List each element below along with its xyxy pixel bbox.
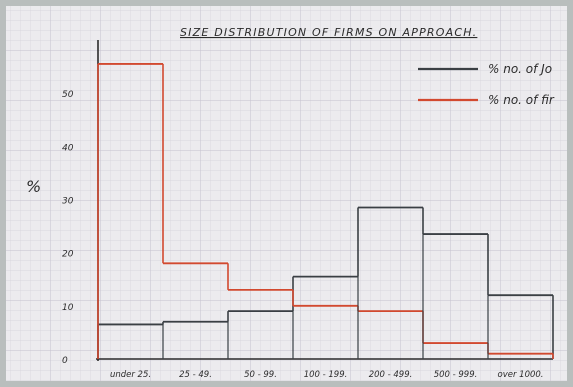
y-tick-label: 30 <box>62 197 74 207</box>
x-tick-label: 200 - 499. <box>369 370 413 380</box>
chart-title: SIZE DISTRIBUTION OF FIRMS ON APPROACH. <box>180 26 477 39</box>
x-tick-label: 100 - 199. <box>304 370 348 380</box>
x-tick-label: under 25. <box>110 370 151 380</box>
major-grid <box>6 6 567 381</box>
x-tick-label: over 1000. <box>498 370 544 380</box>
y-axis-label: % <box>26 177 41 196</box>
legend-label-series-2: % no. of fir <box>488 93 555 107</box>
bin-dividers <box>162 234 489 359</box>
y-tick-label: 20 <box>62 250 74 260</box>
y-tick-label: 0 <box>62 356 68 366</box>
x-tick-label: 50 - 99. <box>244 370 277 380</box>
legend-label-series-1: % no. of Jo <box>488 62 552 76</box>
x-tick-label: 25 - 49. <box>179 370 212 380</box>
x-tick-labels: under 25. 25 - 49. 50 - 99. 100 - 199. 200 -… <box>110 370 544 380</box>
histogram-series <box>97 63 554 359</box>
y-tick-labels: 0 10 20 30 40 50 <box>62 90 74 366</box>
legend: % no. of Jo % no. of fir <box>418 62 555 107</box>
y-tick-label: 40 <box>62 143 74 153</box>
y-tick-label: 50 <box>62 90 74 100</box>
x-tick-label: 500 - 999. <box>434 370 478 380</box>
y-tick-label: 10 <box>62 303 74 313</box>
